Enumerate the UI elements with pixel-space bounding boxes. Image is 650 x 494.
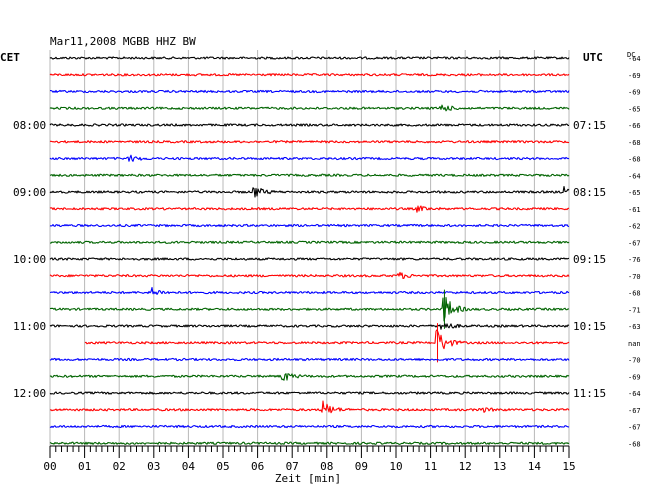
time-axis: 00 01 02 03 04 05 06 07 08 09 10 11 12 13 14 15 [43,445,576,473]
utc-axis-label: UTC [583,51,603,64]
x-tick-label: 10 [389,460,402,473]
cet-axis-label: CET [0,51,20,64]
trace-offset-label: -67 [628,407,641,415]
vertical-gridlines [49,50,570,446]
trace-offset-label: -69 [628,373,641,381]
trace-offset-label: -68 [628,139,641,147]
trace-row-14 [49,286,570,295]
utc-time-label: 09:15 [573,253,606,266]
trace-row-0 [49,56,570,60]
trace-row-10 [49,223,570,228]
x-tick-label: 15 [562,460,575,473]
trace-row-4 [49,123,569,127]
trace-offset-label: -64 [628,390,641,398]
x-tick-label: 06 [251,460,264,473]
cet-time-label: 12:00 [13,387,46,400]
trace-offset-label: -63 [628,323,641,331]
trace-offset-label: -68 [628,156,641,164]
trace-row-12 [49,257,570,261]
trace-row-22 [49,424,570,429]
x-tick-label: 08 [320,460,333,473]
trace-offset-label: -70 [628,357,641,365]
trace-offset-label: -68 [628,440,641,448]
x-tick-label: 04 [182,460,196,473]
trace-row-20 [49,391,570,395]
trace-row-23 [49,441,570,445]
trace-offset-label: nan [628,340,641,348]
trace-offset-label: -76 [628,256,641,264]
x-tick-label: 00 [43,460,56,473]
trace-row-3 [49,104,570,112]
cet-time-label: 08:00 [13,119,46,132]
utc-time-label: 11:15 [573,387,606,400]
trace-row-13 [49,271,570,280]
trace-row-5 [49,140,570,144]
x-tick-label: 14 [528,460,542,473]
trace-row-19 [49,373,570,381]
trace-row-8 [49,185,570,198]
utc-time-label: 10:15 [573,320,606,333]
trace-row-11 [50,240,570,244]
x-axis-label: Zeit [min] [275,472,341,485]
trace-row-6 [49,154,570,162]
trace-row-15 [49,296,570,322]
time-labels: 08:00 09:00 10:00 11:00 12:00 07:15 08:15 09:15… [13,119,606,400]
trace-row-2 [50,89,570,94]
trace-row-1 [49,73,570,77]
trace-offset-label: -70 [628,273,641,281]
trace-offset-label: -69 [628,72,641,80]
offset-column-header: DC [627,51,635,59]
cet-time-label: 09:00 [13,186,46,199]
trace-row-7 [49,173,570,177]
trace-offset-label: -71 [628,306,641,314]
x-tick-label: 09 [355,460,368,473]
trace-row-9 [49,205,570,213]
x-tick-label: 13 [493,460,506,473]
trace-offset-label: -64 [628,172,641,180]
trace-offset-label: -69 [628,89,641,97]
trace-offset-label: -64 [628,55,641,63]
trace-row-21 [49,400,570,414]
x-tick-label: 11 [424,460,437,473]
x-tick-label: 05 [216,460,229,473]
trace-offset-label: -62 [628,223,641,231]
cet-time-label: 11:00 [13,320,46,333]
seismic-traces: -64 -69 -69 -65 -66 -68 -68 -64 -65 -61 -62 -67 -76 -… [49,55,641,448]
x-tick-label: 02 [113,460,126,473]
trace-offset-label: -67 [628,424,641,432]
trace-offset-label: -65 [628,105,641,113]
chart-title: Mar11,2008 MGBB HHZ BW [50,35,196,48]
x-tick-label: 01 [78,460,91,473]
utc-time-label: 08:15 [573,186,606,199]
trace-row-16 [49,323,570,330]
trace-offset-label: -61 [628,206,641,214]
trace-offset-label: -67 [628,239,641,247]
trace-offset-label: -68 [628,290,641,298]
utc-time-label: 07:15 [573,119,606,132]
trace-offset-label: -65 [628,189,641,197]
trace-offset-label: -66 [628,122,641,130]
trace-row-18 [49,357,570,362]
x-tick-label: 12 [459,460,472,473]
cet-time-label: 10:00 [13,253,46,266]
trace-row-17 [84,329,570,350]
x-tick-label: 07 [286,460,299,473]
x-tick-label: 03 [147,460,160,473]
